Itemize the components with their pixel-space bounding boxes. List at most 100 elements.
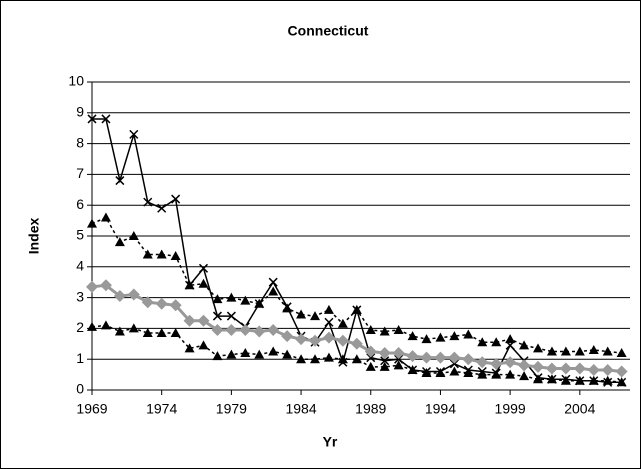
x-tick-label: 1994 xyxy=(425,401,456,417)
triangle-marker xyxy=(533,343,544,353)
triangle-marker xyxy=(254,349,265,359)
diamond-marker xyxy=(448,351,461,364)
x-marker xyxy=(157,203,167,213)
triangle-marker xyxy=(100,212,111,222)
diamond-marker xyxy=(350,337,363,350)
chart-title: Connecticut xyxy=(288,23,369,39)
triangle-marker xyxy=(449,366,460,376)
x-marker xyxy=(129,129,139,139)
diamond-marker xyxy=(601,363,614,376)
x-tick-label: 1974 xyxy=(146,401,177,417)
diamond-marker xyxy=(127,288,140,301)
y-tick-label: 0 xyxy=(76,381,84,397)
x-marker xyxy=(143,197,153,207)
y-tick-label: 7 xyxy=(76,165,84,181)
triangle-marker xyxy=(407,331,418,341)
diamond-marker xyxy=(420,351,433,364)
triangle-marker xyxy=(100,320,111,330)
triangle-marker xyxy=(142,328,153,338)
triangle-marker xyxy=(337,318,348,328)
diamond-marker xyxy=(86,280,98,293)
triangle-marker xyxy=(351,304,362,314)
triangle-marker xyxy=(226,292,237,302)
diamond-marker xyxy=(476,356,489,369)
triangle-marker xyxy=(351,354,362,364)
triangle-marker xyxy=(435,332,446,342)
triangle-marker xyxy=(546,374,557,384)
diamond-marker xyxy=(364,345,377,358)
x-marker xyxy=(115,176,125,186)
y-tick-label: 9 xyxy=(76,104,84,120)
diamond-marker xyxy=(155,297,168,310)
x-marker xyxy=(212,311,222,321)
triangle-marker xyxy=(407,364,418,374)
triangle-marker xyxy=(588,344,599,354)
diamond-marker xyxy=(141,296,154,309)
triangle-marker xyxy=(156,328,167,338)
triangle-marker xyxy=(240,295,251,305)
diamond-marker xyxy=(615,365,628,378)
x-axis-label: Yr xyxy=(323,434,338,450)
diamond-marker xyxy=(545,362,558,375)
x-tick-label: 1984 xyxy=(285,401,316,417)
diamond-marker xyxy=(462,353,475,366)
triangle-marker xyxy=(296,354,307,364)
triangle-marker xyxy=(184,280,195,290)
diamond-marker xyxy=(490,357,503,370)
triangle-marker xyxy=(519,371,530,381)
x-marker xyxy=(226,311,236,321)
x-marker xyxy=(366,353,376,363)
x-tick-label: 1999 xyxy=(495,401,526,417)
triangle-marker xyxy=(226,349,237,359)
triangle-marker xyxy=(560,375,571,385)
triangle-marker xyxy=(602,375,613,385)
y-tick-label: 4 xyxy=(76,258,84,274)
triangle-marker xyxy=(128,323,139,333)
triangle-marker xyxy=(365,361,376,371)
diamond-marker xyxy=(406,350,419,363)
x-tick-label: 1979 xyxy=(216,401,247,417)
x-marker xyxy=(198,263,209,273)
triangle-marker xyxy=(337,354,348,364)
triangle-marker xyxy=(114,237,125,247)
diamond-marker xyxy=(239,323,252,336)
triangle-marker xyxy=(310,311,321,321)
x-marker xyxy=(101,114,111,124)
x-marker xyxy=(449,359,459,369)
x-tick-label: 2004 xyxy=(564,401,595,417)
triangle-marker xyxy=(254,298,265,308)
triangle-marker xyxy=(379,326,390,336)
x-marker xyxy=(324,317,334,327)
diamond-marker xyxy=(309,334,322,347)
triangle-marker xyxy=(602,346,613,356)
triangle-marker xyxy=(477,337,488,347)
triangle-marker xyxy=(212,351,223,361)
triangle-marker xyxy=(491,337,502,347)
diamond-marker xyxy=(322,331,335,344)
y-tick-label: 8 xyxy=(76,134,84,150)
triangle-marker xyxy=(574,375,585,385)
diamond-marker xyxy=(267,323,280,336)
triangle-marker xyxy=(282,303,293,313)
diamond-marker xyxy=(378,347,391,360)
triangle-marker xyxy=(87,321,97,331)
triangle-marker xyxy=(560,346,571,356)
triangle-marker xyxy=(87,218,97,228)
diamond-marker xyxy=(225,323,238,336)
triangle-marker xyxy=(546,346,557,356)
triangle-marker xyxy=(505,334,516,344)
x-marker xyxy=(87,114,97,124)
diamond-marker xyxy=(295,333,308,346)
triangle-marker xyxy=(114,326,125,336)
triangle-marker xyxy=(449,331,460,341)
triangle-marker xyxy=(421,334,432,344)
diamond-marker xyxy=(504,356,517,369)
triangle-marker xyxy=(128,231,139,240)
y-tick-label: 6 xyxy=(76,196,84,212)
y-tick-label: 2 xyxy=(76,319,84,335)
triangle-marker xyxy=(588,375,599,385)
diamond-marker xyxy=(197,314,210,327)
y-tick-label: 1 xyxy=(76,350,84,366)
